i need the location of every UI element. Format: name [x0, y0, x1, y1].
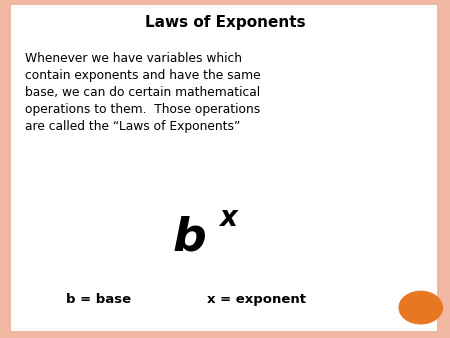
Text: b = base: b = base	[67, 293, 131, 306]
Text: Whenever we have variables which
contain exponents and have the same
base, we ca: Whenever we have variables which contain…	[25, 52, 261, 134]
Text: x = exponent: x = exponent	[207, 293, 306, 306]
Text: x: x	[220, 204, 238, 232]
Text: Laws of Exponents: Laws of Exponents	[145, 15, 305, 30]
FancyBboxPatch shape	[11, 5, 436, 331]
Text: b: b	[172, 216, 206, 261]
Circle shape	[399, 291, 442, 324]
